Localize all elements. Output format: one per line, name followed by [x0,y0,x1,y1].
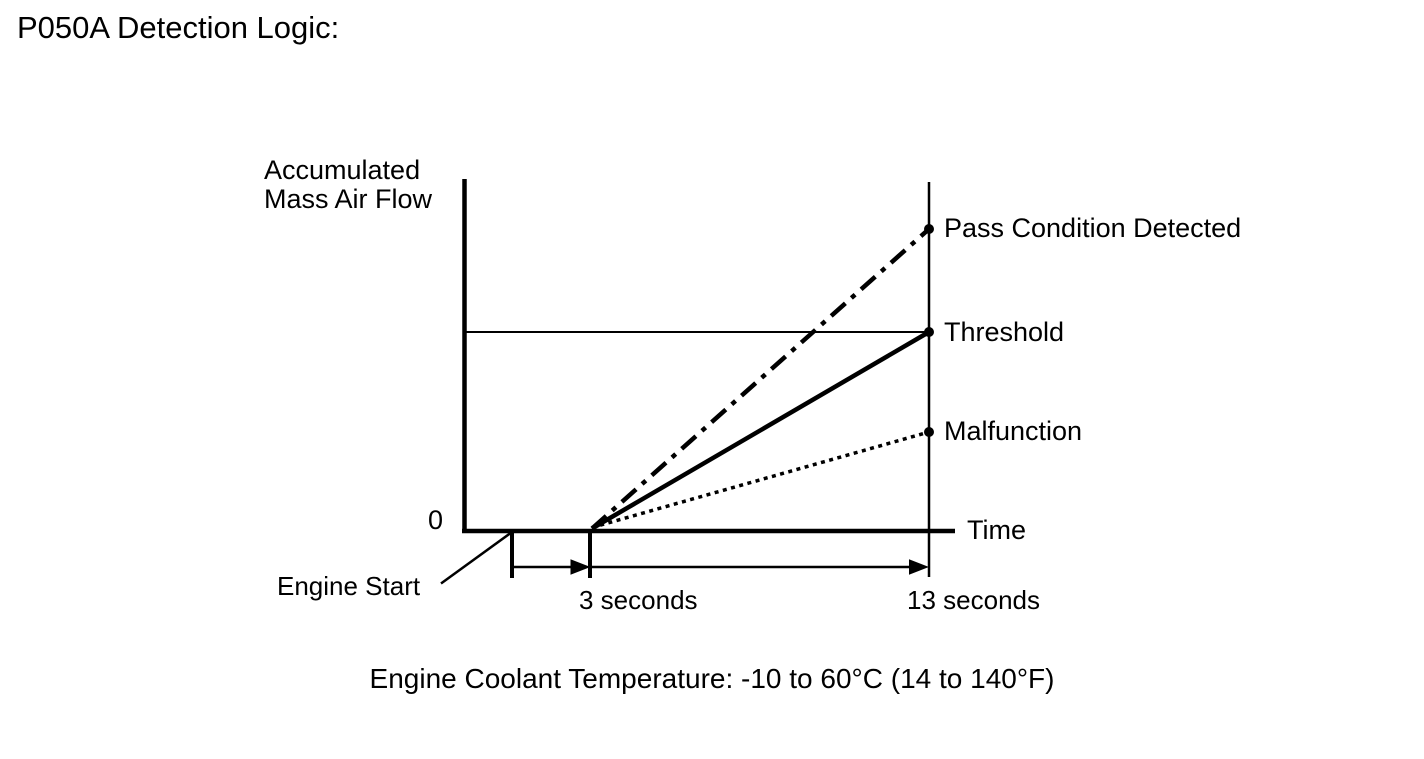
page-title: P050A Detection Logic: [17,10,340,45]
threshold-endpoint-dot [924,327,934,337]
pass-condition-line [590,227,931,531]
threshold-series-line [590,330,931,531]
three-to-thirteen-arrowhead-icon [909,559,929,575]
threshold-label: Threshold [944,317,1065,347]
interval-3-seconds-label: 3 seconds [579,585,698,615]
engine-start-leader-line [440,530,513,585]
coolant-temperature-caption: Engine Coolant Temperature: -10 to 60°C … [369,663,1055,694]
malfunction-label: Malfunction [944,416,1083,446]
engine-start-to-3s-arrowhead-icon [570,559,591,575]
engine-start-label: Engine Start [277,571,421,601]
malfunction-endpoint-dot [924,427,934,437]
y-axis-label: Accumulated Mass Air Flow [264,155,433,214]
malfunction-line [591,430,930,530]
origin-zero-label: 0 [427,505,443,535]
interval-13-seconds-label: 13 seconds [907,585,1040,615]
x-axis-label: Time [967,515,1026,545]
pass-condition-label: Pass Condition Detected [944,213,1242,243]
pass-endpoint-dot [924,224,934,234]
